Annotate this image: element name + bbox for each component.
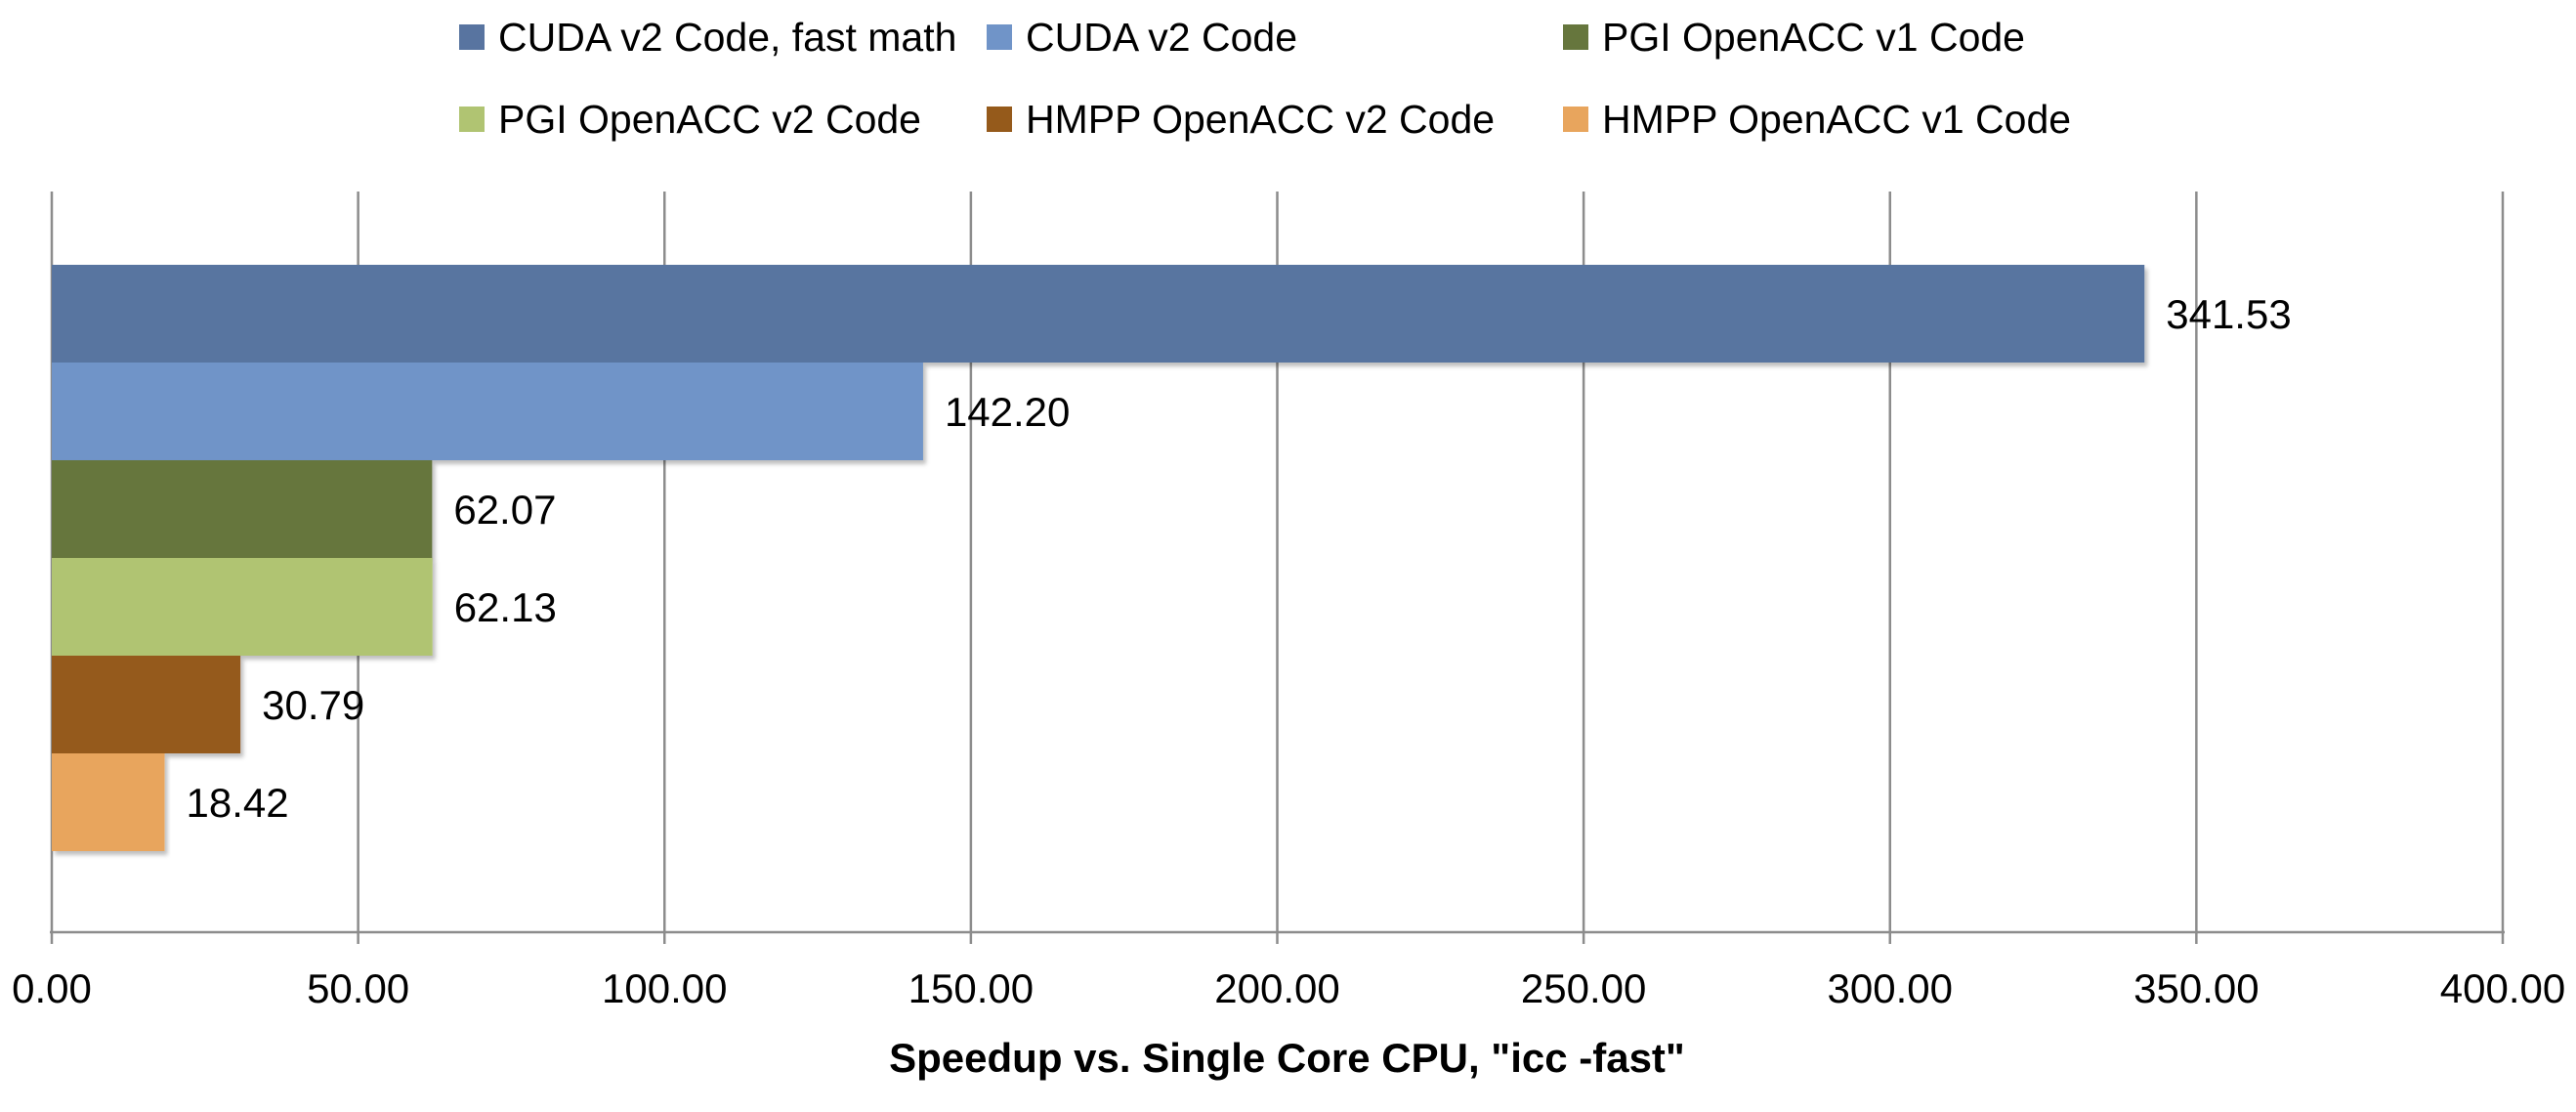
bar-1 xyxy=(52,363,923,460)
bar-5 xyxy=(52,753,165,851)
legend-swatch-4 xyxy=(987,107,1012,132)
bar-2 xyxy=(52,460,433,558)
legend-label-4: HMPP OpenACC v2 Code xyxy=(1026,96,1496,142)
legend-item-5: HMPP OpenACC v1 Code xyxy=(1563,95,2071,144)
x-axis-title: Speedup vs. Single Core CPU, "icc -fast" xyxy=(889,1035,1685,1081)
legend-swatch-1 xyxy=(987,24,1012,50)
legend-item-2: PGI OpenACC v1 Code xyxy=(1563,13,2025,62)
x-tick-label-7: 350.00 xyxy=(2133,965,2259,1011)
bar-4 xyxy=(52,656,241,753)
legend-swatch-0 xyxy=(459,24,485,50)
legend-item-0: CUDA v2 Code, fast math xyxy=(459,13,956,62)
legend-item-3: PGI OpenACC v2 Code xyxy=(459,95,921,144)
x-tick-label-1: 50.00 xyxy=(307,965,409,1011)
legend-label-1: CUDA v2 Code xyxy=(1026,14,1298,60)
legend-label-2: PGI OpenACC v1 Code xyxy=(1602,14,2025,60)
legend-item-4: HMPP OpenACC v2 Code xyxy=(987,95,1495,144)
x-tick-label-8: 400.00 xyxy=(2440,965,2565,1011)
data-label-1: 142.20 xyxy=(945,389,1070,435)
legend-swatch-5 xyxy=(1563,107,1588,132)
legend-item-1: CUDA v2 Code xyxy=(987,13,1297,62)
x-tick-label-0: 0.00 xyxy=(12,965,92,1011)
legend-label-5: HMPP OpenACC v1 Code xyxy=(1602,96,2072,142)
legend-label-3: PGI OpenACC v2 Code xyxy=(498,96,921,142)
data-label-2: 62.07 xyxy=(453,487,556,533)
x-tick-label-6: 300.00 xyxy=(1828,965,1953,1011)
chart-legend: CUDA v2 Code, fast math CUDA v2 Code PGI O… xyxy=(459,0,2217,166)
x-tick-label-4: 200.00 xyxy=(1214,965,1339,1011)
bar-0 xyxy=(52,265,2145,363)
x-tick-label-2: 100.00 xyxy=(602,965,727,1011)
legend-label-0: CUDA v2 Code, fast math xyxy=(498,14,957,60)
data-label-3: 62.13 xyxy=(454,584,557,630)
data-label-5: 18.42 xyxy=(187,780,289,826)
x-tick-label-5: 250.00 xyxy=(1521,965,1646,1011)
bar-3 xyxy=(52,558,433,656)
data-label-0: 341.53 xyxy=(2166,291,2291,337)
legend-swatch-3 xyxy=(459,107,485,132)
legend-swatch-2 xyxy=(1563,24,1588,50)
data-label-4: 30.79 xyxy=(262,682,364,728)
x-tick-label-3: 150.00 xyxy=(908,965,1034,1011)
